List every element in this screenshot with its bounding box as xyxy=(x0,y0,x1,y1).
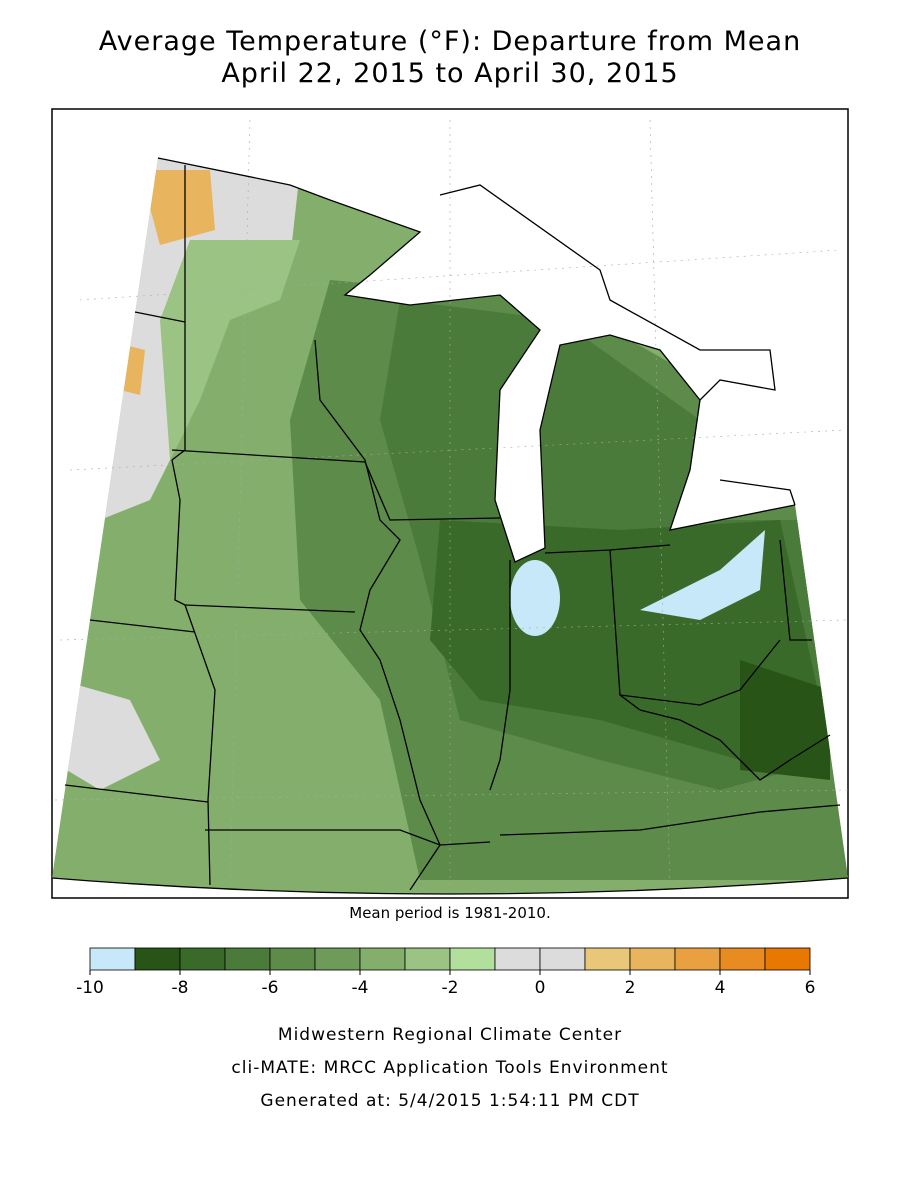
legend-swatch xyxy=(629,947,676,971)
legend-swatch xyxy=(404,947,451,971)
legend-tick-label: -2 xyxy=(442,978,459,998)
legend-swatch xyxy=(719,947,766,971)
legend-swatch xyxy=(449,947,496,971)
legend-tick-label: 2 xyxy=(625,978,636,998)
map-lines xyxy=(51,119,849,895)
legend-tick-label: -6 xyxy=(262,978,279,998)
map-frame xyxy=(51,108,849,899)
legend-swatch xyxy=(314,947,361,971)
legend-swatch xyxy=(674,947,721,971)
legend-tick-label: -4 xyxy=(352,978,369,998)
region xyxy=(52,680,160,790)
legend: -10 -8 -6 -4 -2 0 2 4 6 xyxy=(76,947,816,998)
footer-line: Generated at: 5/4/2015 1:54:11 PM CDT xyxy=(260,1091,639,1111)
region xyxy=(640,530,765,620)
legend-tick-label: -8 xyxy=(172,978,189,998)
legend-swatch xyxy=(134,947,181,971)
legend-swatch xyxy=(764,947,811,971)
state-line xyxy=(314,339,441,891)
legend-swatch xyxy=(224,947,271,971)
footer-line: Midwestern Regional Climate Center xyxy=(278,1025,622,1045)
legend-swatch xyxy=(494,947,541,971)
title: Average Temperature (°F): Departure from… xyxy=(99,26,801,57)
mean-period-note: Mean period is 1981-2010. xyxy=(349,904,550,922)
state-line xyxy=(64,311,501,846)
legend-swatch xyxy=(179,947,226,971)
coastline xyxy=(51,157,849,895)
legend-swatch xyxy=(584,947,631,971)
legend-tick-label: 0 xyxy=(535,978,546,998)
legend-swatch xyxy=(359,947,406,971)
state-line xyxy=(619,639,831,781)
region xyxy=(160,240,300,460)
graticule xyxy=(54,119,849,891)
legend-tick-label: 6 xyxy=(805,978,816,998)
subtitle: April 22, 2015 to April 30, 2015 xyxy=(221,58,678,89)
state-line xyxy=(171,165,216,886)
border xyxy=(439,184,796,506)
legend-tick-label: 4 xyxy=(715,978,726,998)
legend-swatch xyxy=(269,947,316,971)
legend-swatch xyxy=(539,947,586,971)
region xyxy=(510,560,560,636)
region xyxy=(140,170,215,245)
legend-swatch xyxy=(89,947,136,971)
footer-line: cli-MATE: MRCC Application Tools Environ… xyxy=(231,1058,668,1078)
state-line xyxy=(489,539,841,836)
legend-tick-label: -10 xyxy=(76,978,104,998)
region xyxy=(740,660,830,780)
